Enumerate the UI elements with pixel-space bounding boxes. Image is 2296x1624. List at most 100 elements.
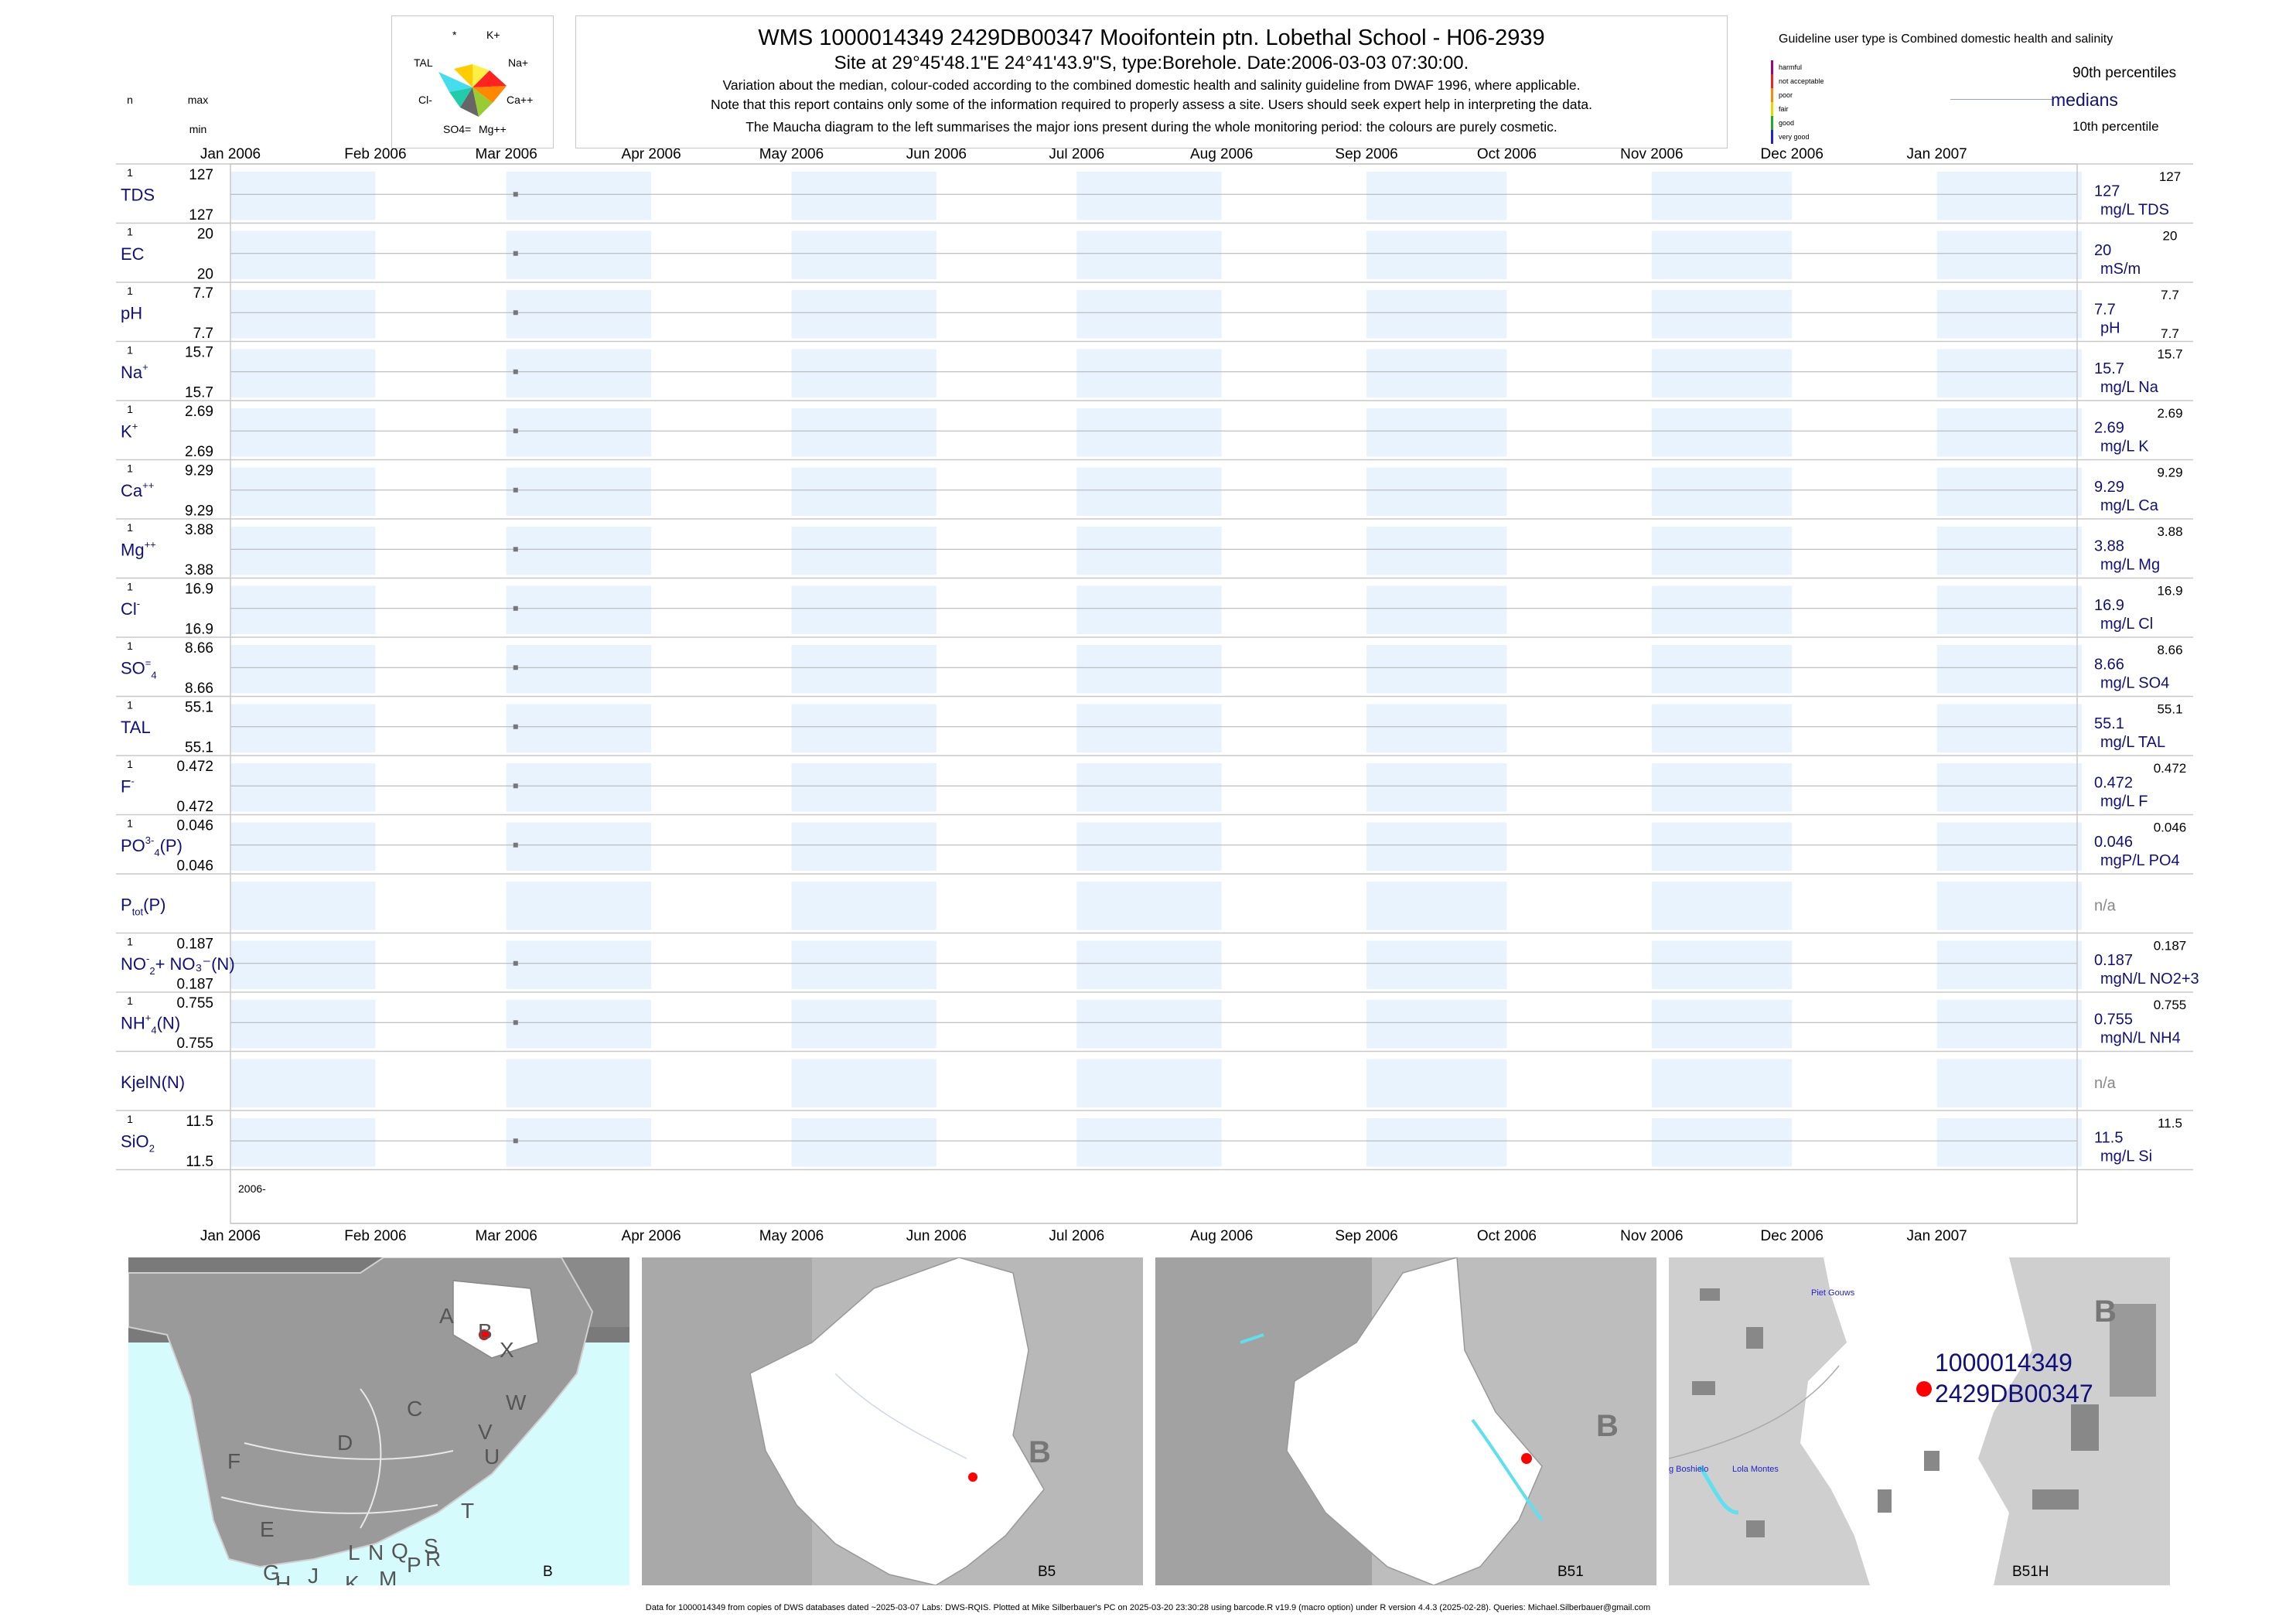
month-band (1936, 763, 2083, 812)
x-tick-label-bottom: Feb 2006 (344, 1228, 406, 1244)
data-point (513, 606, 518, 611)
p90-value: 7.7 (2161, 288, 2179, 302)
month-band (506, 172, 652, 220)
value-min: 3.88 (185, 562, 213, 578)
x-tick-label-bottom: Mar 2006 (476, 1228, 537, 1244)
value-min: 15.7 (185, 385, 213, 401)
value-min: 2.69 (185, 444, 213, 460)
catchment-letter: E (260, 1517, 275, 1541)
month-band (1651, 349, 1793, 397)
month-band (506, 1118, 652, 1167)
title-box: WMS 1000014349 2429DB00347 Mooifontein p… (575, 15, 1728, 148)
month-band (1651, 645, 1793, 694)
value-max: 15.7 (185, 345, 213, 361)
data-point (513, 192, 518, 197)
x-tick-label-top: Oct 2006 (1477, 146, 1537, 162)
month-band (1651, 585, 1793, 634)
p90-value: 15.7 (2157, 347, 2182, 362)
month-band (1936, 882, 2083, 930)
guideline-level-label: not acceptable (1779, 77, 1824, 85)
parameter-label: Ca++ (121, 479, 154, 500)
month-band (506, 1000, 652, 1049)
sample-count: 1 (127, 285, 133, 297)
value-max: 16.9 (185, 582, 213, 598)
value-min: 0.046 (176, 858, 213, 875)
maucha-shape (438, 64, 507, 117)
median-value: 3.88 (2094, 537, 2124, 554)
month-band (1366, 585, 1507, 634)
parameter-label: TDS (121, 185, 155, 204)
catchment-letter: J (308, 1564, 319, 1585)
parameter-label: Ptot(P) (121, 895, 165, 917)
p90-value: 0.046 (2154, 821, 2187, 835)
x-tick-label-bottom: Aug 2006 (1190, 1228, 1253, 1244)
median-value: 0.046 (2094, 834, 2133, 851)
month-band (230, 822, 376, 871)
sample-count: 1 (127, 699, 133, 711)
data-point (513, 1020, 518, 1025)
median-value: 15.7 (2094, 360, 2124, 377)
map-b51h-shape (1669, 1257, 2170, 1585)
p10-value: 7.7 (2161, 326, 2179, 341)
map-b51-region-letter: B (1596, 1409, 1619, 1443)
p90-value: 3.88 (2157, 524, 2182, 539)
value-max: 0.472 (176, 759, 213, 775)
month-band (1076, 645, 1222, 694)
value-min: 8.66 (185, 681, 213, 697)
median-value: n/a (2094, 1075, 2117, 1092)
p90-value: 0.187 (2154, 939, 2187, 954)
x-tick-label-bottom: Nov 2006 (1620, 1228, 1683, 1244)
catchment-letter: K (345, 1571, 360, 1585)
value-min: 0.755 (176, 1035, 213, 1052)
x-tick-label-bottom: Dec 2006 (1761, 1228, 1823, 1244)
maucha-label-star: * (452, 29, 457, 41)
footer-text: Data for 1000014349 from copies of DWS d… (645, 1603, 1651, 1612)
parameter-label: pH (121, 303, 142, 322)
sample-count: 1 (127, 758, 133, 770)
value-max: 127 (189, 167, 213, 183)
month-band (1651, 1000, 1793, 1049)
parameter-label: PO3-4(P) (121, 834, 183, 858)
month-band (791, 527, 936, 575)
x-tick-label-top: Jul 2006 (1049, 146, 1104, 162)
value-max: 11.5 (186, 1114, 213, 1130)
month-band (1076, 704, 1222, 752)
site-id-2: 2429DB00347 (1935, 1380, 2093, 1407)
month-band (506, 940, 652, 989)
map-b5-region-letter: B (1029, 1435, 1051, 1469)
month-band (1076, 408, 1222, 457)
month-band (791, 645, 936, 694)
sample-count: 1 (127, 344, 133, 357)
month-band (791, 763, 936, 812)
maucha-label-ca: Ca++ (507, 94, 534, 106)
month-band (230, 763, 376, 812)
map-b51h-region-letter: B (2094, 1295, 2117, 1329)
month-band (1366, 1118, 1507, 1167)
parameter-label: SiO2 (121, 1131, 155, 1154)
value-max: 7.7 (193, 285, 213, 302)
median-value: 0.472 (2094, 774, 2133, 791)
unit-label: mg/L Cl (2100, 616, 2153, 633)
water-quality-chart: n max min Jan 2006 Jan 2006 Feb 2006 Feb 2006 M… (116, 94, 2199, 1244)
month-band (230, 1059, 376, 1107)
p90-value: 127 (2159, 169, 2181, 184)
maucha-diagram: * K+ TAL Na+ Cl- Ca++ SO4= Mg++ (391, 15, 554, 148)
unit-label: mgP/L PO4 (2100, 852, 2180, 869)
month-band (1651, 467, 1793, 516)
month-band (791, 290, 936, 339)
month-band (791, 172, 936, 220)
month-band (791, 940, 936, 989)
month-band (1366, 1000, 1507, 1049)
median-value: 2.69 (2094, 419, 2124, 436)
median-value: n/a (2094, 897, 2117, 914)
month-band (1936, 645, 2083, 694)
x-tick-label-top: May 2006 (759, 146, 824, 162)
catchment-letter: C (407, 1397, 423, 1421)
p90-value: 0.755 (2154, 998, 2187, 1012)
month-band (791, 585, 936, 634)
month-band (1366, 527, 1507, 575)
value-max: 0.046 (176, 818, 213, 834)
month-band (1936, 1118, 2083, 1167)
catchment-letter: W (506, 1390, 527, 1414)
sample-count: 1 (127, 995, 133, 1007)
